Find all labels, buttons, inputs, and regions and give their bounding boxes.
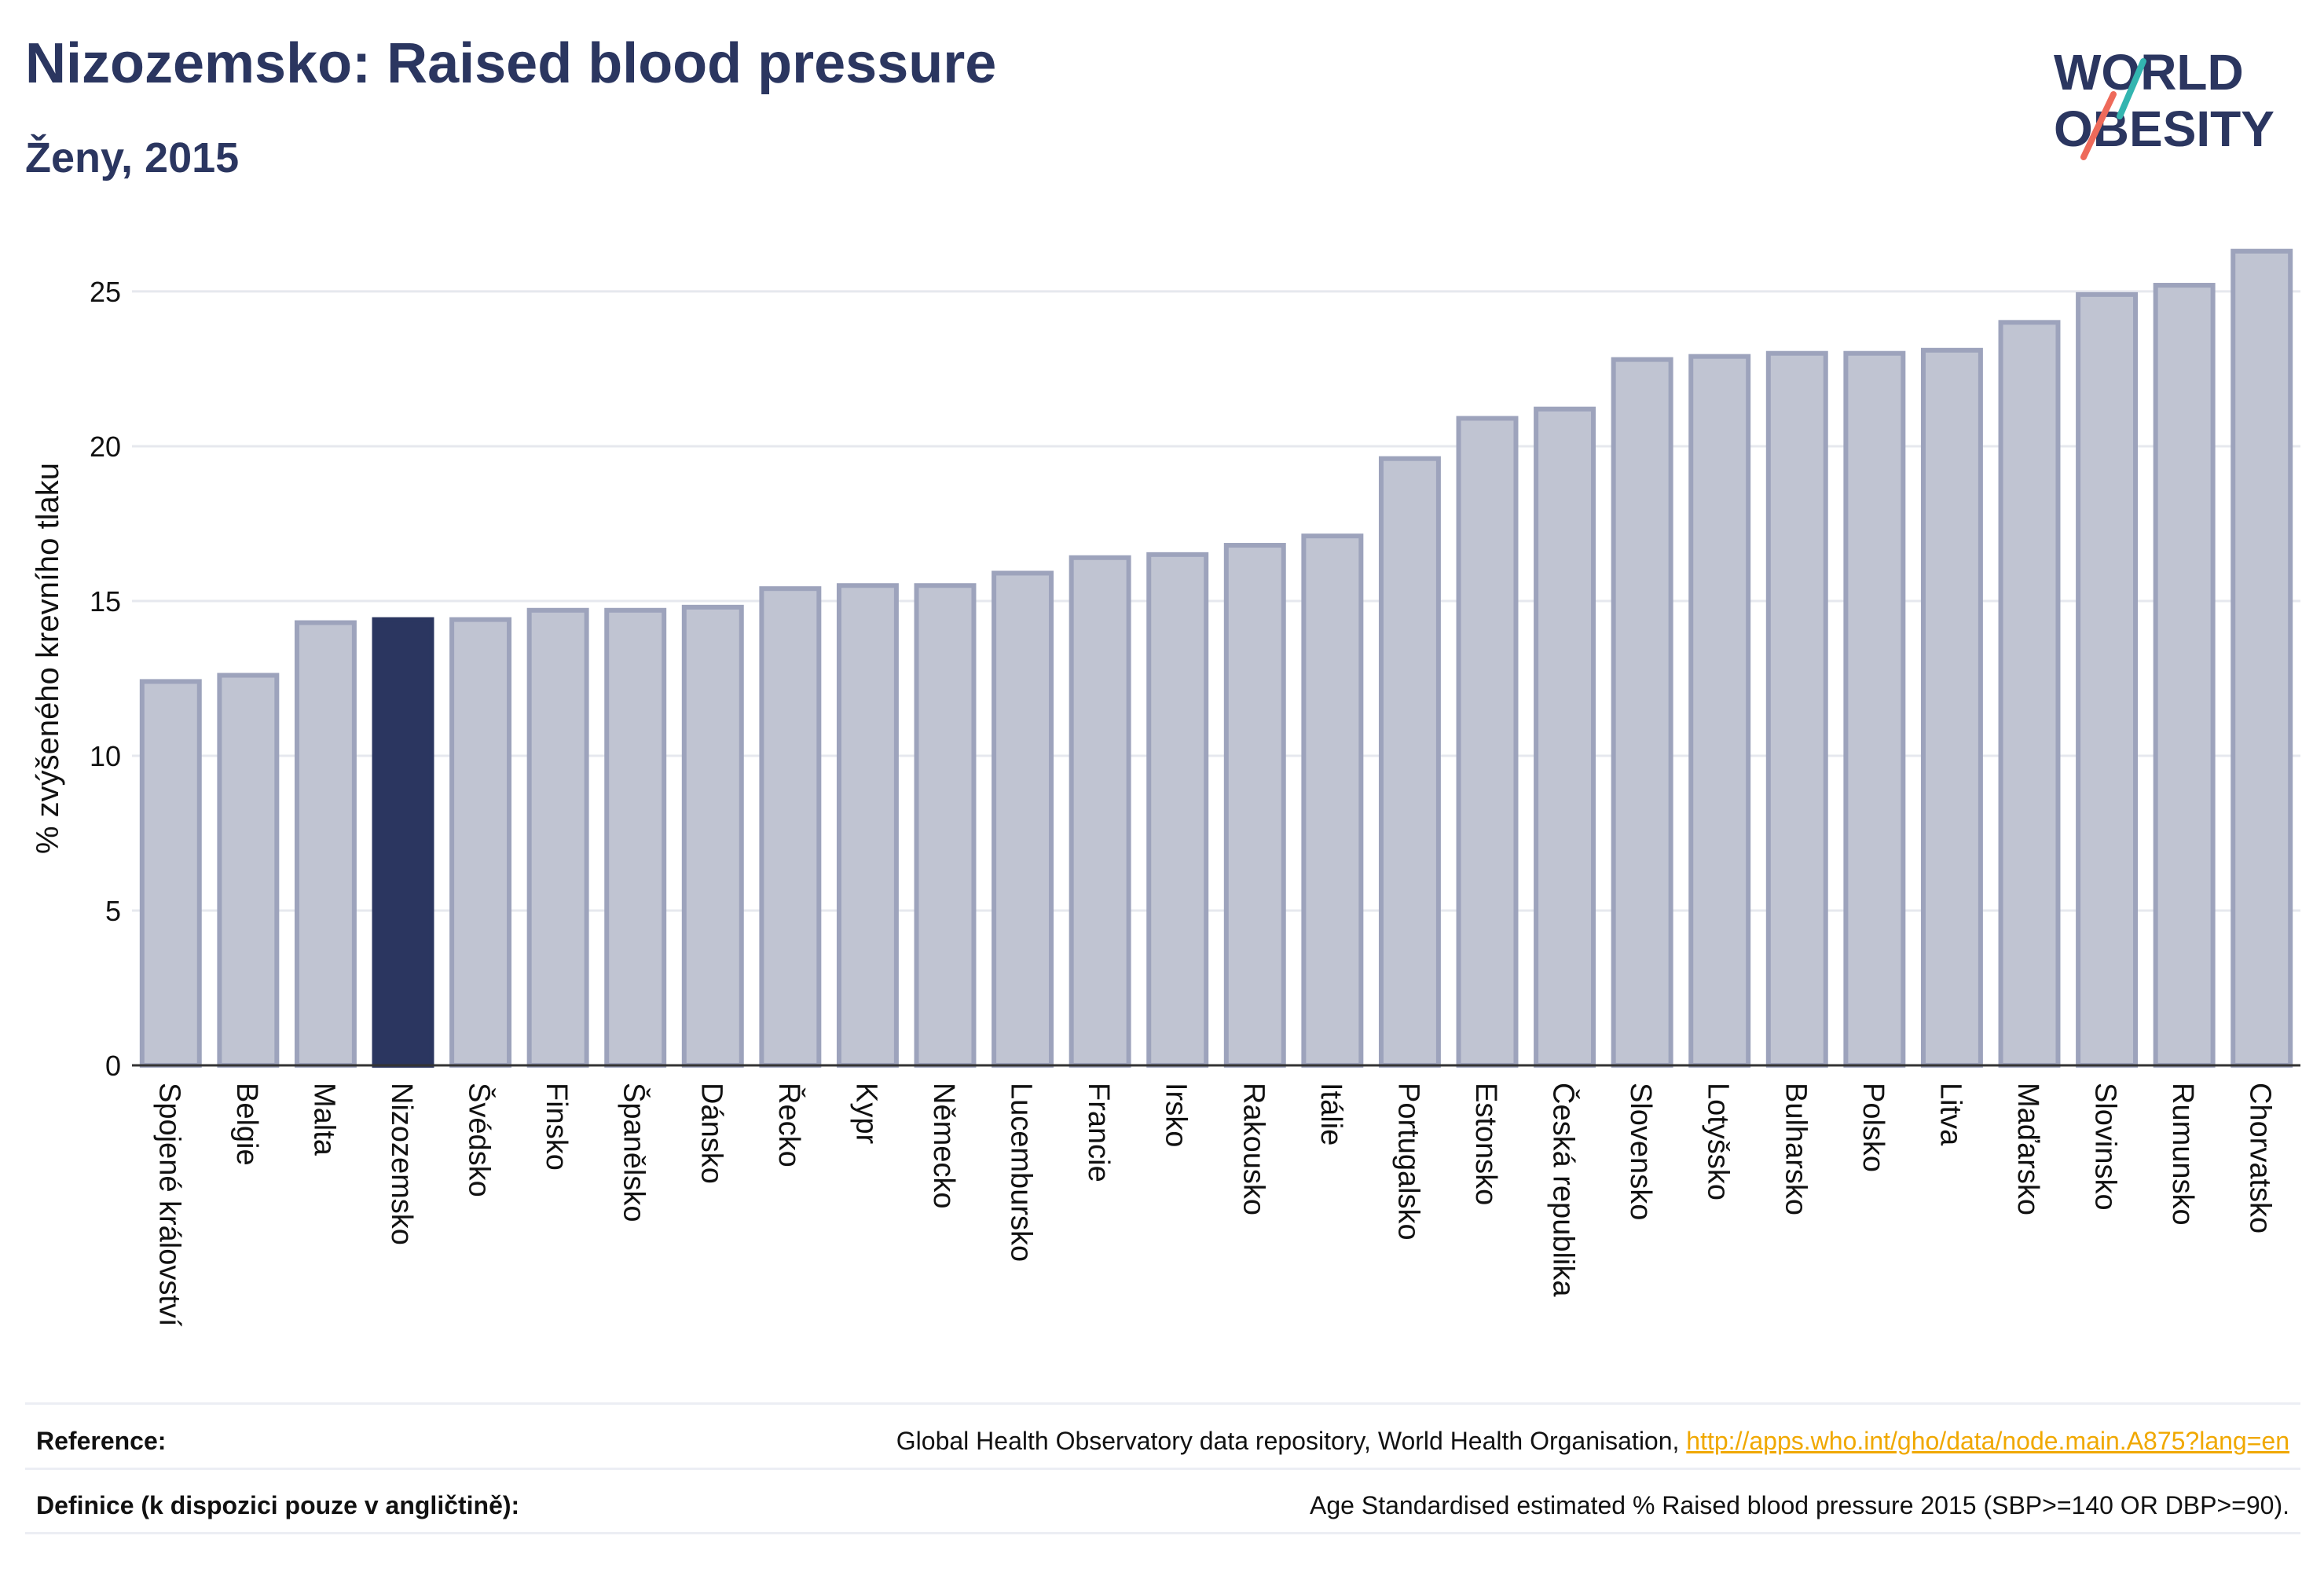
bar-německo <box>914 583 977 1068</box>
x-tick-label: Estonsko <box>1469 1083 1502 1205</box>
x-tick-label: Španělsko <box>618 1083 652 1222</box>
x-tick-label: Česká republika <box>1547 1083 1582 1297</box>
y-tick-label: 10 <box>90 740 121 772</box>
x-tick-label: Finsko <box>540 1083 573 1171</box>
x-tick-label: Portugalsko <box>1391 1083 1424 1241</box>
x-tick-label: Malta <box>307 1083 340 1156</box>
bar-spojené-království <box>139 679 202 1068</box>
x-tick-label: Dánsko <box>695 1083 728 1184</box>
x-tick-labels: Spojené království Belgie Malta Nizozemsko Š… <box>152 1083 2276 1327</box>
x-tick-label: Chorvatsko <box>2244 1083 2277 1233</box>
x-tick-label: Polsko <box>1857 1083 1890 1172</box>
logo-slash-teal <box>2117 58 2146 119</box>
reference-label: Reference: <box>36 1427 167 1455</box>
y-tick-label: 5 <box>105 895 121 927</box>
x-tick-label: Německo <box>927 1083 960 1209</box>
reference-text: Global Health Observatory data repositor… <box>896 1427 1687 1455</box>
logo-slash-coral <box>2080 91 2117 160</box>
bar-slovensko <box>1611 357 1673 1068</box>
bar-belgie <box>217 673 280 1068</box>
x-tick-label: Itálie <box>1314 1083 1347 1145</box>
x-tick-label: Litva <box>1934 1083 1967 1146</box>
bar-litva <box>1920 347 1983 1068</box>
x-tick-label: Maďarsko <box>2011 1083 2044 1215</box>
bar-švédsko <box>449 617 512 1068</box>
x-tick-label: Belgie <box>230 1083 263 1166</box>
bar-estonsko <box>1456 416 1519 1068</box>
bar-polsko <box>1843 350 1906 1068</box>
y-tick-labels: 0 5 10 15 20 25 <box>90 276 121 1082</box>
y-axis-label: % zvýšeného krevního tlaku <box>31 463 65 854</box>
x-tick-label: Řecko <box>772 1083 806 1167</box>
bar-chorvatsko <box>2231 248 2293 1068</box>
x-tick-label: Bulharsko <box>1779 1083 1812 1215</box>
x-tick-label: Švédsko <box>463 1083 497 1197</box>
bar-česká-republika <box>1534 406 1596 1068</box>
bar-francie <box>1069 555 1131 1068</box>
x-tick-label: Irsko <box>1160 1083 1193 1147</box>
bar-rakousko <box>1223 543 1286 1068</box>
footer-divider-top <box>25 1402 2300 1405</box>
y-tick-label: 15 <box>90 585 121 618</box>
bar-řecko <box>759 586 822 1068</box>
bar-nizozemsko <box>372 617 434 1068</box>
bar-lotyšsko <box>1688 354 1751 1068</box>
logo-text-world: WORLD <box>2054 44 2244 101</box>
x-tick-label: Spojené království <box>152 1083 185 1327</box>
footer-divider-middle <box>25 1468 2300 1470</box>
bar-maďarsko <box>1998 320 2061 1068</box>
definition-label: Definice (k dispozici pouze v angličtině… <box>36 1491 520 1519</box>
bars <box>139 248 2293 1068</box>
reference-value: Global Health Observatory data repositor… <box>896 1427 2289 1456</box>
bar-lucembursko <box>992 570 1054 1068</box>
bar-dánsko <box>681 604 744 1068</box>
bar-chart: 0 5 10 15 20 25 Spojené království Belgie Malta… <box>31 248 2300 1327</box>
footer-divider-bottom <box>25 1532 2300 1534</box>
x-tick-label: Lucembursko <box>1005 1083 1038 1262</box>
world-obesity-logo: WORLD OBESITY <box>2054 44 2275 160</box>
reference-link[interactable]: http://apps.who.int/gho/data/node.main.A… <box>1686 1427 2289 1455</box>
bar-irsko <box>1146 552 1209 1068</box>
y-tick-label: 25 <box>90 276 121 308</box>
y-tick-label: 0 <box>105 1050 121 1082</box>
x-tick-label: Rumunsko <box>2166 1083 2199 1226</box>
x-tick-label: Lotyšsko <box>1702 1083 1735 1200</box>
bar-kypr <box>836 583 899 1068</box>
bar-španělsko <box>604 607 667 1068</box>
chart-subtitle: Ženy, 2015 <box>25 134 240 181</box>
bar-finsko <box>526 607 589 1068</box>
bar-itálie <box>1301 533 1364 1068</box>
x-tick-label: Rakousko <box>1237 1083 1270 1215</box>
bar-slovinsko <box>2076 291 2139 1068</box>
y-tick-label: 20 <box>90 431 121 463</box>
chart-title: Nizozemsko: Raised blood pressure <box>25 32 997 95</box>
x-tick-label: Francie <box>1082 1083 1115 1182</box>
x-tick-label: Kypr <box>849 1083 882 1144</box>
bar-rumunsko <box>2153 283 2216 1068</box>
bar-bulharsko <box>1765 350 1828 1068</box>
definition-value: Age Standardised estimated % Raised bloo… <box>1310 1491 2289 1519</box>
x-tick-label: Slovinsko <box>2089 1083 2122 1211</box>
x-tick-label: Slovensko <box>1624 1083 1657 1220</box>
x-tick-label: Nizozemsko <box>385 1083 418 1245</box>
bar-malta <box>294 620 357 1068</box>
bar-portugalsko <box>1378 456 1441 1068</box>
